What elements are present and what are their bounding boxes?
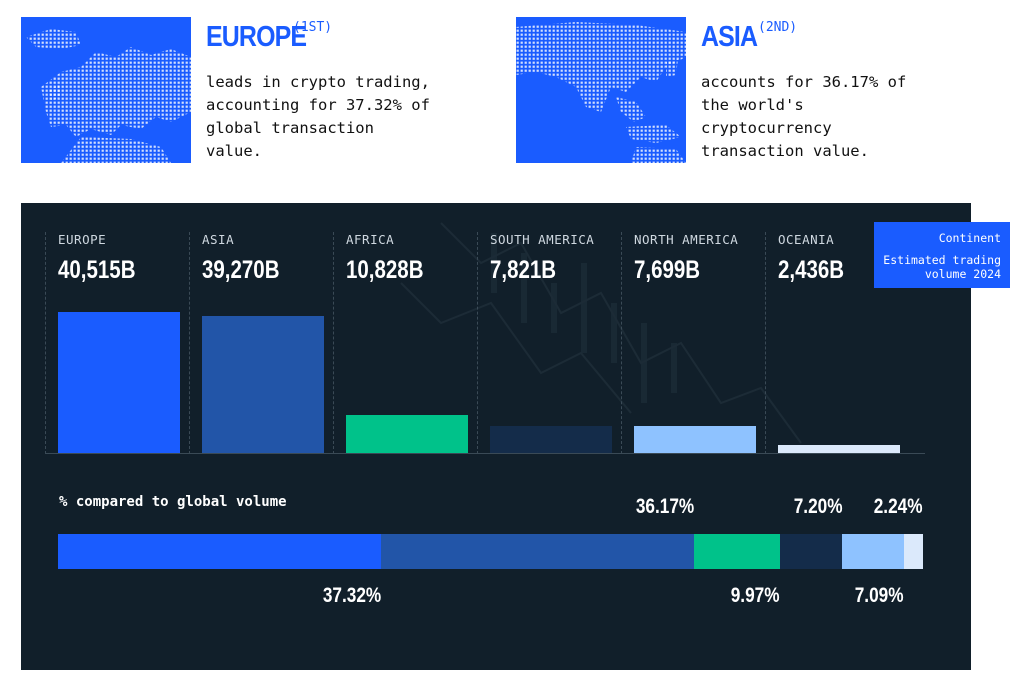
percent-label-north-america: 7.09% bbox=[854, 584, 904, 607]
category-north-america: NORTH AMERICA 7,699B bbox=[621, 232, 764, 454]
bar-africa bbox=[346, 415, 468, 453]
percent-label-asia: 36.17% bbox=[635, 495, 694, 518]
europe-title: EUROPE bbox=[206, 21, 322, 54]
value-label-south-america: 7,821B bbox=[490, 256, 557, 284]
bar-europe bbox=[58, 312, 180, 453]
tick-label-europe: EUROPE bbox=[58, 232, 107, 247]
tick-label-africa: AFRICA bbox=[346, 232, 395, 247]
segment-asia bbox=[380, 534, 694, 569]
value-label-north-america: 7,699B bbox=[634, 256, 701, 284]
tick-label-asia: ASIA bbox=[202, 232, 235, 247]
tick-label-south-america: SOUTH AMERICA bbox=[490, 232, 595, 247]
legend-volume: Estimated trading volume 2024 bbox=[883, 253, 1001, 281]
segment-africa bbox=[693, 534, 780, 569]
europe-name: EUROPE bbox=[206, 21, 307, 53]
value-label-africa: 10,828B bbox=[346, 256, 424, 284]
category-oceania: OCEANIA 2,436B bbox=[765, 232, 908, 454]
europe-card: EUROPE (1ST) leads in crypto trading, ac… bbox=[21, 17, 441, 163]
bar-south-america bbox=[490, 426, 612, 453]
europe-description: leads in crypto trading, accounting for … bbox=[206, 73, 430, 160]
asia-map-image bbox=[516, 17, 686, 163]
bar-oceania bbox=[778, 445, 900, 453]
asia-rank: (2ND) bbox=[758, 20, 798, 35]
asia-name: ASIA bbox=[701, 21, 758, 53]
asia-description: accounts for 36.17% of the world's crypt… bbox=[701, 73, 907, 160]
europe-map-image bbox=[21, 17, 191, 163]
segment-north-america bbox=[842, 534, 904, 569]
segment-europe bbox=[58, 534, 381, 569]
category-asia: ASIA 39,270B bbox=[189, 232, 332, 454]
bar-asia bbox=[202, 316, 324, 453]
asia-card: ASIA (2ND) accounts for 36.17% of the wo… bbox=[516, 17, 936, 163]
value-label-asia: 39,270B bbox=[202, 256, 280, 284]
segment-oceania bbox=[903, 534, 923, 569]
category-africa: AFRICA 10,828B bbox=[333, 232, 476, 454]
tick-label-oceania: OCEANIA bbox=[778, 232, 835, 247]
chart-panel: EUROPE 40,515B ASIA 39,270B AFRICA 10,82… bbox=[21, 203, 971, 670]
legend: Continent Estimated trading volume 2024 bbox=[874, 222, 1010, 288]
asia-title: ASIA bbox=[701, 21, 766, 54]
bar-north-america bbox=[634, 426, 756, 453]
tick-label-north-america: NORTH AMERICA bbox=[634, 232, 739, 247]
stacked-bar-title: % compared to global volume bbox=[59, 494, 287, 510]
value-label-oceania: 2,436B bbox=[778, 256, 845, 284]
percent-label-africa: 9.97% bbox=[731, 584, 781, 607]
legend-continent: Continent bbox=[938, 231, 1001, 245]
percent-label-europe: 37.32% bbox=[322, 584, 381, 607]
percent-label-oceania: 2.24% bbox=[874, 495, 923, 518]
x-axis-line bbox=[45, 453, 925, 454]
europe-rank: (1ST) bbox=[293, 20, 333, 35]
category-south-america: SOUTH AMERICA 7,821B bbox=[477, 232, 620, 454]
category-europe: EUROPE 40,515B bbox=[45, 232, 188, 454]
percent-label-south-america: 7.20% bbox=[793, 495, 843, 518]
segment-south-america bbox=[780, 534, 843, 569]
value-label-europe: 40,515B bbox=[58, 256, 136, 284]
